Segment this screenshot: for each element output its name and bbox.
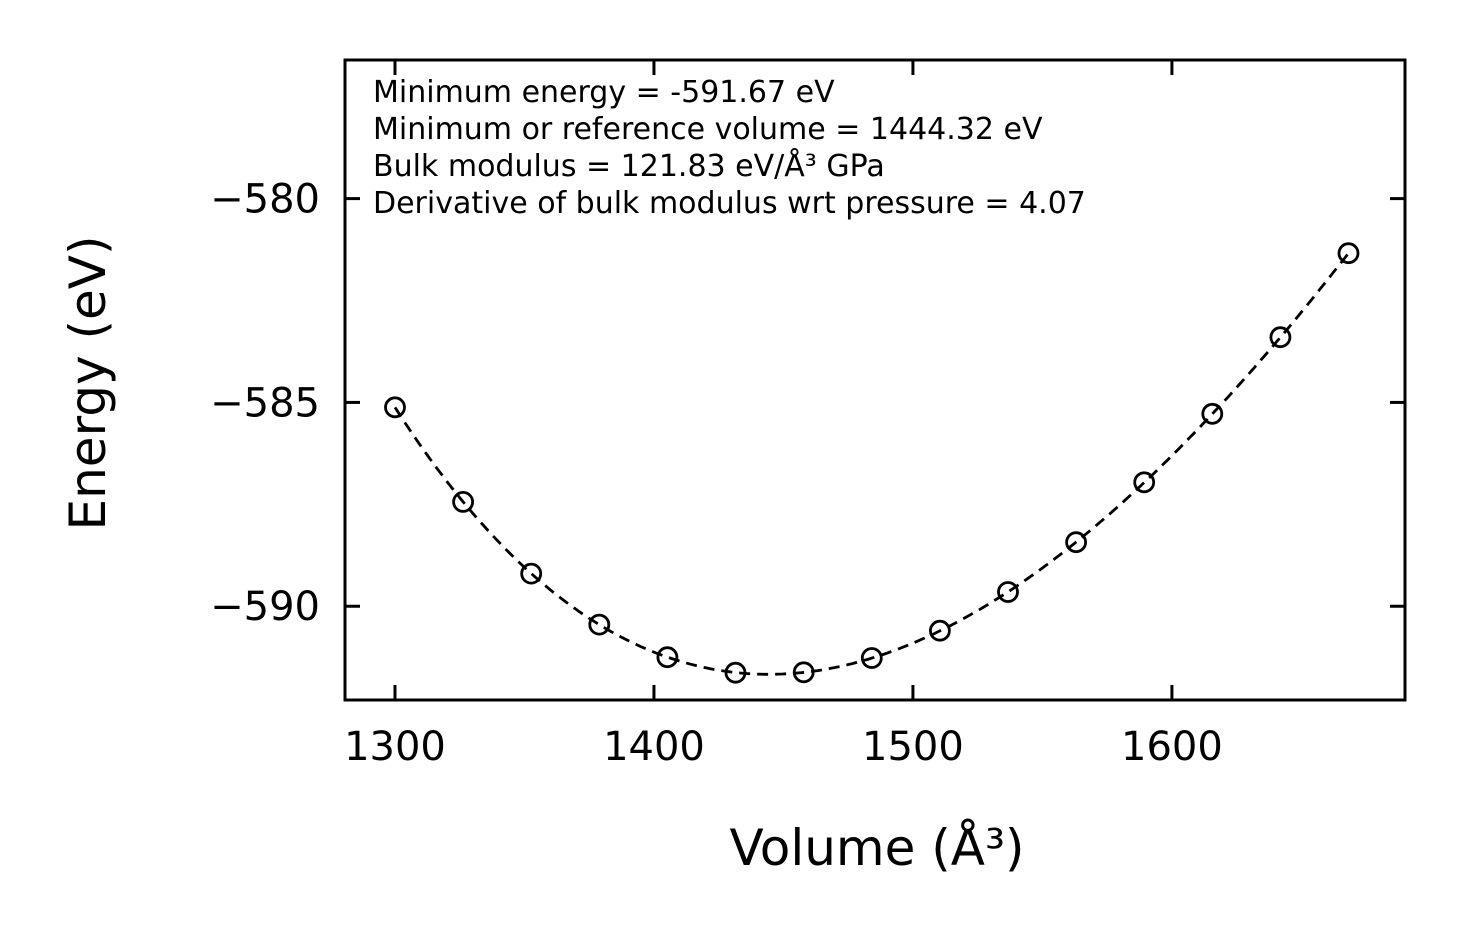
data-point-marker bbox=[588, 613, 611, 636]
annotation-minimum-volume: Minimum or reference volume = 1444.32 eV bbox=[373, 112, 1043, 147]
y-tick-label: −580 bbox=[210, 177, 320, 223]
data-point-marker bbox=[1337, 242, 1360, 265]
annotation-minimum-energy: Minimum energy = -591.67 eV bbox=[373, 75, 835, 110]
data-point-marker bbox=[860, 647, 883, 669]
x-axis-label: Volume (Å³) bbox=[729, 819, 1025, 877]
fit-results-annotation: Minimum energy = -591.67 eV Minimum or r… bbox=[373, 74, 1086, 222]
annotation-bulk-modulus-derivative: Derivative of bulk modulus wrt pressure … bbox=[373, 186, 1086, 221]
annotation-bulk-modulus: Bulk modulus = 121.83 eV/Å³ GPa bbox=[373, 149, 885, 184]
y-tick-label: −590 bbox=[210, 584, 320, 630]
data-point-marker bbox=[656, 646, 679, 669]
y-axis-label: Energy (eV) bbox=[59, 235, 117, 531]
x-tick-label: 1400 bbox=[603, 724, 705, 770]
data-point-marker bbox=[792, 661, 815, 684]
data-point-marker bbox=[1201, 402, 1224, 425]
data-point-marker bbox=[520, 562, 543, 585]
x-tick-label: 1300 bbox=[344, 724, 446, 770]
eos-fit-curve bbox=[393, 252, 1350, 676]
data-point-marker bbox=[1065, 531, 1087, 554]
y-tick-label: −585 bbox=[210, 380, 320, 426]
data-point-marker bbox=[1269, 326, 1292, 349]
x-tick-label: 1600 bbox=[1121, 724, 1223, 770]
data-point-marker bbox=[384, 396, 406, 419]
plot-frame bbox=[343, 58, 1407, 702]
data-point-marker bbox=[724, 661, 747, 684]
data-point-marker bbox=[1133, 471, 1156, 494]
x-tick-label: 1500 bbox=[862, 724, 964, 770]
data-point-marker bbox=[452, 490, 475, 513]
data-point-marker bbox=[929, 619, 951, 642]
data-point-marker bbox=[997, 581, 1019, 603]
